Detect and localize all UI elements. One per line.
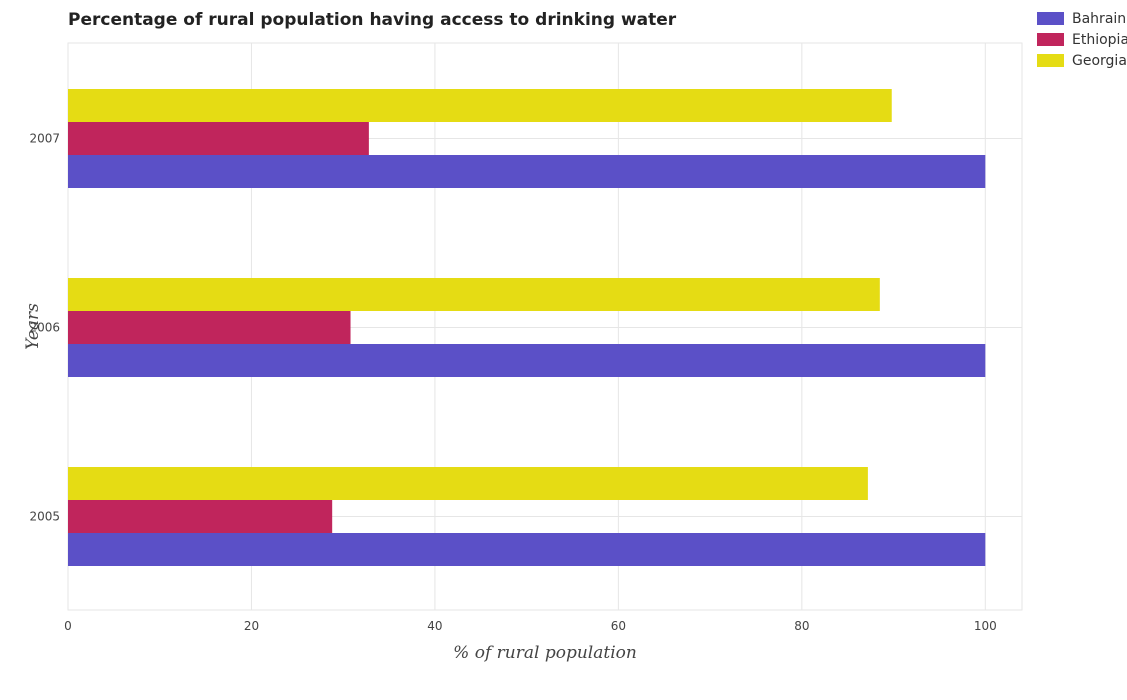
bar-bahrain-2005 bbox=[68, 533, 986, 566]
bar-georgia-2005 bbox=[68, 467, 868, 500]
legend: Bahrain Ethiopia Georgia bbox=[1037, 11, 1127, 69]
y-tick-label: 2006 bbox=[29, 321, 60, 335]
legend-swatch-bahrain bbox=[1037, 12, 1064, 25]
x-tick-label: 100 bbox=[974, 619, 997, 633]
legend-label-georgia: Georgia bbox=[1072, 53, 1127, 69]
bar-georgia-2007 bbox=[68, 89, 892, 122]
bars bbox=[68, 89, 986, 566]
x-tick-label: 20 bbox=[244, 619, 259, 633]
y-axis-label: Years bbox=[23, 303, 43, 350]
bar-ethiopia-2007 bbox=[68, 122, 369, 155]
bar-ethiopia-2006 bbox=[68, 311, 351, 344]
y-tick-label: 2007 bbox=[29, 132, 60, 146]
legend-label-ethiopia: Ethiopia bbox=[1072, 32, 1127, 48]
bar-bahrain-2006 bbox=[68, 344, 986, 377]
x-tick-label: 40 bbox=[427, 619, 442, 633]
legend-swatch-ethiopia bbox=[1037, 33, 1064, 46]
legend-swatch-georgia bbox=[1037, 54, 1064, 67]
y-tick-label: 2005 bbox=[29, 510, 60, 524]
x-tick-label: 60 bbox=[611, 619, 626, 633]
x-axis-label: % of rural population bbox=[453, 643, 637, 663]
legend-label-bahrain: Bahrain bbox=[1072, 11, 1126, 27]
bar-georgia-2006 bbox=[68, 278, 880, 311]
bar-bahrain-2007 bbox=[68, 155, 986, 188]
x-tick-label: 0 bbox=[64, 619, 72, 633]
chart-title: Percentage of rural population having ac… bbox=[68, 10, 677, 30]
x-tick-label: 80 bbox=[794, 619, 809, 633]
bar-ethiopia-2005 bbox=[68, 500, 333, 533]
ticks: 0 20 40 60 80 100 2005 2006 2007 bbox=[29, 132, 996, 634]
